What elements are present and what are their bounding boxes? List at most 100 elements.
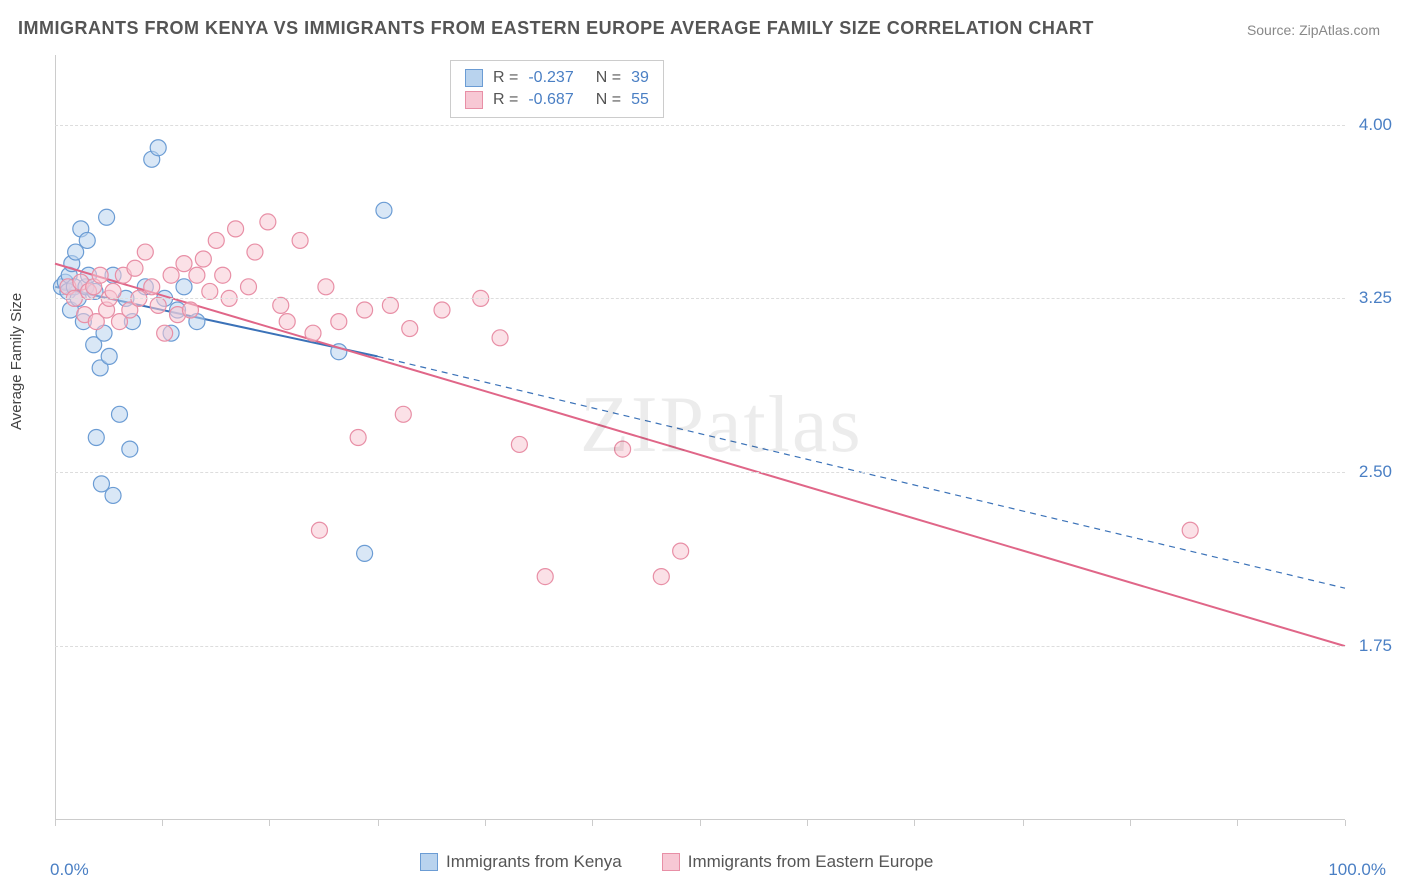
- trend-line: [55, 264, 1345, 647]
- legend-correlation-row: R = -0.237 N = 39: [465, 67, 649, 89]
- scatter-point: [279, 314, 295, 330]
- scatter-point: [434, 302, 450, 318]
- gridline-h: [55, 298, 1345, 299]
- legend-correlation-row: R = -0.687 N = 55: [465, 89, 649, 111]
- legend-swatch: [662, 853, 680, 871]
- x-left-label: 0.0%: [50, 860, 89, 880]
- scatter-point: [195, 251, 211, 267]
- legend-r-value: -0.237: [528, 69, 573, 87]
- scatter-point: [537, 569, 553, 585]
- scatter-point: [247, 244, 263, 260]
- y-tick-label: 2.50: [1359, 462, 1392, 482]
- x-tick: [485, 820, 486, 826]
- x-tick: [162, 820, 163, 826]
- x-right-label: 100.0%: [1328, 860, 1386, 880]
- scatter-point: [511, 436, 527, 452]
- legend-series-label: Immigrants from Kenya: [446, 852, 622, 872]
- scatter-point: [105, 283, 121, 299]
- scatter-point: [673, 543, 689, 559]
- gridline-h: [55, 646, 1345, 647]
- legend-n-label: N =: [596, 91, 621, 109]
- scatter-point: [150, 297, 166, 313]
- scatter-point: [382, 297, 398, 313]
- gridline-h: [55, 472, 1345, 473]
- scatter-point: [260, 214, 276, 230]
- chart-title: IMMIGRANTS FROM KENYA VS IMMIGRANTS FROM…: [18, 18, 1094, 39]
- legend-r-label: R =: [493, 91, 518, 109]
- x-tick: [1023, 820, 1024, 826]
- scatter-point: [305, 325, 321, 341]
- x-tick: [1345, 820, 1346, 826]
- scatter-point: [189, 267, 205, 283]
- legend-r-value: -0.687: [528, 91, 573, 109]
- legend-swatch: [465, 91, 483, 109]
- gridline-h: [55, 125, 1345, 126]
- legend-series-label: Immigrants from Eastern Europe: [688, 852, 934, 872]
- y-tick-label: 1.75: [1359, 636, 1392, 656]
- x-tick: [269, 820, 270, 826]
- scatter-point: [350, 430, 366, 446]
- scatter-point: [376, 202, 392, 218]
- scatter-point: [292, 232, 308, 248]
- scatter-point: [402, 321, 418, 337]
- x-tick: [378, 820, 379, 826]
- legend-n-value: 55: [631, 91, 649, 109]
- legend-series-item: Immigrants from Kenya: [420, 852, 622, 872]
- scatter-point: [492, 330, 508, 346]
- x-tick: [55, 820, 56, 826]
- scatter-point: [101, 348, 117, 364]
- scatter-point: [202, 283, 218, 299]
- legend-series: Immigrants from Kenya Immigrants from Eas…: [420, 852, 933, 872]
- x-tick: [700, 820, 701, 826]
- legend-r-label: R =: [493, 69, 518, 87]
- y-tick-label: 4.00: [1359, 115, 1392, 135]
- scatter-point: [163, 267, 179, 283]
- scatter-point: [208, 232, 224, 248]
- scatter-point: [615, 441, 631, 457]
- x-tick: [1237, 820, 1238, 826]
- scatter-point: [157, 325, 173, 341]
- scatter-point: [144, 279, 160, 295]
- scatter-point: [318, 279, 334, 295]
- scatter-point: [273, 297, 289, 313]
- y-axis-label: Average Family Size: [8, 293, 25, 430]
- source-attribution: Source: ZipAtlas.com: [1247, 22, 1380, 38]
- scatter-point: [93, 476, 109, 492]
- scatter-point: [79, 232, 95, 248]
- legend-n-label: N =: [596, 69, 621, 87]
- legend-series-item: Immigrants from Eastern Europe: [662, 852, 934, 872]
- legend-swatch: [420, 853, 438, 871]
- chart-svg: [55, 55, 1345, 820]
- scatter-point: [311, 522, 327, 538]
- scatter-point: [127, 260, 143, 276]
- legend-swatch: [465, 69, 483, 87]
- x-tick: [914, 820, 915, 826]
- scatter-point: [653, 569, 669, 585]
- source-label: Source:: [1247, 22, 1295, 38]
- x-tick: [807, 820, 808, 826]
- x-tick: [1130, 820, 1131, 826]
- scatter-point: [357, 302, 373, 318]
- scatter-point: [241, 279, 257, 295]
- scatter-point: [88, 430, 104, 446]
- legend-n-value: 39: [631, 69, 649, 87]
- scatter-point: [176, 256, 192, 272]
- scatter-point: [395, 406, 411, 422]
- scatter-point: [92, 267, 108, 283]
- legend-correlation-box: R = -0.237 N = 39 R = -0.687 N = 55: [450, 60, 664, 118]
- scatter-point: [182, 302, 198, 318]
- scatter-point: [137, 244, 153, 260]
- source-link[interactable]: ZipAtlas.com: [1299, 22, 1380, 38]
- y-tick-label: 3.25: [1359, 288, 1392, 308]
- scatter-point: [176, 279, 192, 295]
- scatter-point: [112, 406, 128, 422]
- scatter-point: [150, 140, 166, 156]
- scatter-point: [331, 314, 347, 330]
- x-tick: [592, 820, 593, 826]
- scatter-point: [122, 441, 138, 457]
- scatter-point: [1182, 522, 1198, 538]
- scatter-point: [215, 267, 231, 283]
- scatter-point: [228, 221, 244, 237]
- scatter-point: [99, 209, 115, 225]
- scatter-point: [357, 545, 373, 561]
